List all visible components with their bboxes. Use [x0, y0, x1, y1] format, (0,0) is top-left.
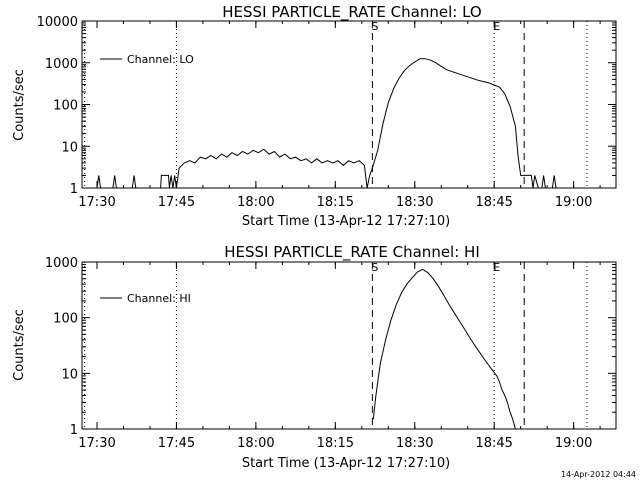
hi-y-tick-label: 1 — [70, 423, 78, 438]
hi-x-tick-label: 17:30 — [78, 436, 115, 451]
hi-legend-label: Channel: HI — [127, 292, 191, 305]
lo-x-axis-label: Start Time (13-Apr-12 17:27:10) — [242, 214, 450, 229]
lo-x-tick-label: 19:00 — [555, 195, 592, 210]
lo-x-tick-label: 17:45 — [158, 195, 195, 210]
lo-y-axis-label: Counts/sec — [12, 69, 27, 141]
hi-y-axis: 1 10 100 1000 — [45, 256, 616, 438]
hi-series-line — [372, 268, 516, 430]
lo-series-line — [82, 58, 587, 189]
lo-x-tick-label: 18:00 — [237, 195, 274, 210]
lo-y-tick-label: 1000 — [45, 57, 78, 72]
hi-y-tick-label: 100 — [53, 312, 78, 327]
lo-legend-label: Channel: LO — [127, 53, 194, 66]
hi-title: HESSI PARTICLE_RATE Channel: HI — [224, 243, 480, 262]
lo-x-tick-label: 18:15 — [317, 195, 354, 210]
footer-timestamp: 14-Apr-2012 04:44 — [561, 470, 636, 479]
lo-marker-label: S — [371, 20, 378, 33]
hi-x-tick-label: 18:00 — [237, 436, 274, 451]
hi-marker-label: S — [371, 261, 378, 274]
hi-x-axis: 17:30 17:45 18:00 18:15 18:30 18:45 19:00 — [78, 262, 601, 451]
hi-x-axis-label: Start Time (13-Apr-12 17:27:10) — [242, 456, 450, 471]
hi-marker-label: E — [493, 261, 500, 274]
hi-y-tick-label: 10 — [61, 367, 78, 382]
hi-x-tick-label: 18:30 — [396, 436, 433, 451]
hi-x-tick-label: 19:00 — [555, 436, 592, 451]
lo-y-tick-label: 10000 — [37, 15, 78, 30]
lo-y-tick-label: 10 — [61, 140, 78, 155]
lo-x-tick-label: 17:30 — [78, 195, 115, 210]
lo-x-axis: 17:30 17:45 18:00 18:15 18:30 18:45 19:00 — [78, 21, 601, 210]
hi-y-tick-label: 1000 — [45, 256, 78, 271]
hi-x-tick-label: 18:45 — [475, 436, 512, 451]
hi-plot-frame — [81, 261, 617, 430]
hi-x-tick-label: 18:15 — [317, 436, 354, 451]
lo-x-tick-label: 18:30 — [396, 195, 433, 210]
hi-x-tick-label: 17:45 — [158, 436, 195, 451]
lo-title: HESSI PARTICLE_RATE Channel: LO — [222, 3, 481, 22]
lo-y-tick-label: 1 — [70, 182, 78, 197]
lo-marker-label: E — [493, 20, 500, 33]
lo-x-tick-label: 18:45 — [475, 195, 512, 210]
lo-y-axis: 1 10 100 1000 10000 — [37, 15, 616, 197]
hi-y-axis-label: Counts/sec — [12, 309, 27, 381]
lo-plot-frame — [81, 20, 617, 189]
lo-y-tick-label: 100 — [53, 99, 78, 114]
